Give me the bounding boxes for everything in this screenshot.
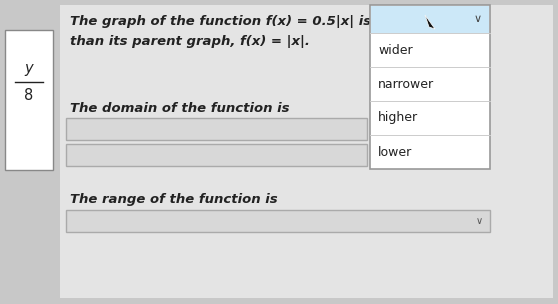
Text: The domain of the function is: The domain of the function is [70,102,290,115]
FancyBboxPatch shape [66,118,367,140]
Text: ∨: ∨ [475,216,483,226]
Text: The range of the function is: The range of the function is [70,194,278,206]
FancyBboxPatch shape [370,5,490,169]
Text: The graph of the function f(x) = 0.5|x| is: The graph of the function f(x) = 0.5|x| … [70,16,371,29]
Text: narrower: narrower [378,78,434,91]
Text: wider: wider [378,43,412,57]
FancyBboxPatch shape [60,5,553,298]
Text: 8: 8 [25,88,33,103]
FancyBboxPatch shape [66,144,367,166]
Text: than its parent graph, f(x) = |x|.: than its parent graph, f(x) = |x|. [70,36,310,49]
Text: y: y [25,60,33,75]
FancyBboxPatch shape [371,6,489,33]
Text: higher: higher [378,112,418,125]
Text: ∨: ∨ [474,14,482,24]
Text: lower: lower [378,146,412,158]
FancyBboxPatch shape [66,210,490,232]
Polygon shape [425,15,435,29]
FancyBboxPatch shape [5,30,53,170]
